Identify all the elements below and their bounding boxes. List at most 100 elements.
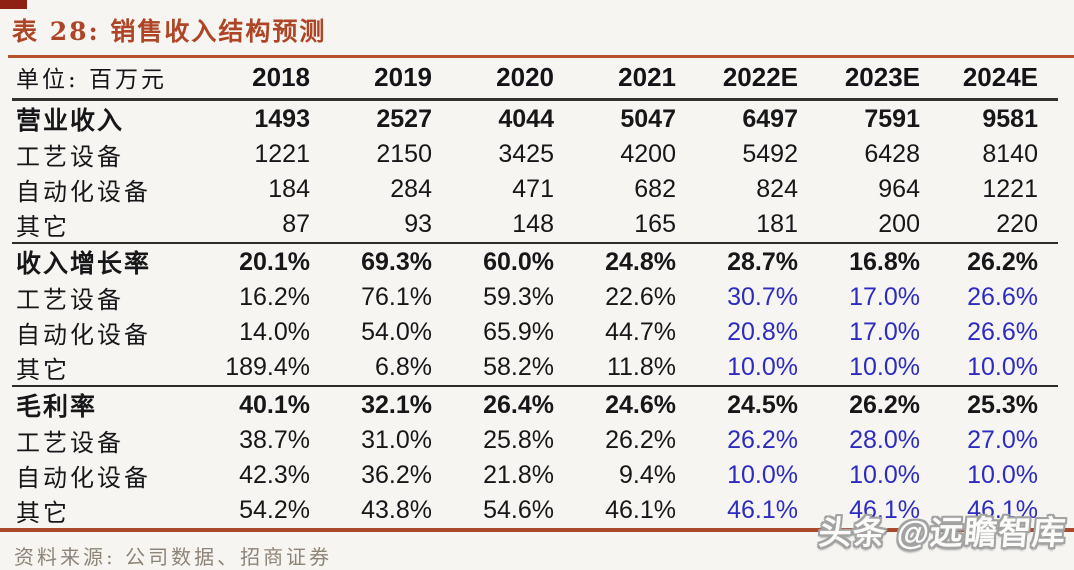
unit-label: 单位: 百万元: [12, 58, 188, 101]
cell-value: 28.0%: [849, 426, 920, 454]
forecast-table: 单位: 百万元 2018 2019 2020 2021 2022E 2023E 2024E …: [12, 58, 1058, 528]
cell-value: 44.7%: [605, 318, 676, 346]
row-label: 自动化设备: [16, 321, 151, 349]
cell-value: 5492: [742, 140, 798, 168]
cell-value: 5047: [554, 98, 676, 137]
cell-value: 36.2%: [361, 461, 432, 489]
cell-value: 69.3%: [310, 242, 432, 280]
year-column-header: 2023E: [798, 58, 920, 101]
cell-value: 46.1%: [849, 496, 920, 524]
cell-value: 220: [996, 210, 1038, 238]
cell-value: 20.8%: [727, 318, 798, 346]
cell-value: 46.1%: [727, 496, 798, 524]
cell-value: 26.6%: [967, 318, 1038, 346]
cell-value: 26.2%: [727, 426, 798, 454]
cell-value: 16.2%: [239, 283, 310, 311]
table-body: 营业收入 1493 2527 4044 5047 6497 7591 9581 工艺设备 1221…: [12, 98, 1058, 529]
cell-value: 26.2%: [605, 426, 676, 454]
year-column-header: 2024E: [920, 58, 1058, 101]
cell-value: 25.3%: [920, 385, 1058, 423]
cell-value: 11.8%: [606, 353, 676, 381]
cell-value: 28.7%: [676, 242, 798, 280]
section-header-row: 毛利率 40.1% 32.1% 26.4% 24.6% 24.5% 26.2% 25.3%: [12, 385, 1058, 423]
cell-value: 24.5%: [676, 385, 798, 423]
table-header-row: 单位: 百万元 2018 2019 2020 2021 2022E 2023E 2024E: [12, 58, 1058, 101]
watermark: 头条 @远瞻智库: [816, 514, 1068, 551]
cell-value: 6428: [864, 140, 920, 168]
row-label: 工艺设备: [16, 143, 124, 171]
cell-value: 10.0%: [849, 353, 920, 381]
title-rule: [8, 55, 1074, 58]
table-row: 其它 54.2% 43.8% 54.6% 46.1% 46.1% 46.1% 46.1%: [12, 493, 1058, 528]
cell-value: 43.8%: [361, 496, 432, 524]
cell-value: 10.0%: [967, 461, 1038, 489]
cell-value: 7591: [798, 98, 920, 137]
cell-value: 31.0%: [361, 426, 432, 454]
cell-value: 181: [756, 210, 798, 238]
cell-value: 22.6%: [605, 283, 676, 311]
cell-value: 14.0%: [239, 318, 310, 346]
cell-value: 46.1%: [967, 496, 1038, 524]
year-column-header: 2020: [432, 58, 554, 101]
cell-value: 26.2%: [920, 242, 1058, 280]
cell-value: 26.2%: [798, 385, 920, 423]
cell-value: 25.8%: [483, 426, 554, 454]
cell-value: 10.0%: [727, 461, 798, 489]
section-header-row: 营业收入 1493 2527 4044 5047 6497 7591 9581: [12, 98, 1058, 137]
cell-value: 10.0%: [727, 353, 798, 381]
cell-value: 60.0%: [432, 242, 554, 280]
year-column-header: 2019: [310, 58, 432, 101]
cell-value: 824: [756, 175, 798, 203]
cell-value: 9581: [920, 98, 1058, 137]
table-row: 自动化设备 42.3% 36.2% 21.8% 9.4% 10.0% 10.0% 10.0%: [12, 458, 1058, 493]
cell-value: 26.6%: [967, 283, 1038, 311]
row-label: 收入增长率: [12, 242, 188, 280]
cell-value: 200: [878, 210, 920, 238]
cell-value: 46.1%: [605, 496, 676, 524]
cell-value: 27.0%: [967, 426, 1038, 454]
cell-value: 20.1%: [188, 242, 310, 280]
table-row: 其它 189.4% 6.8% 58.2% 11.8% 10.0% 10.0% 10.0%: [12, 350, 1058, 386]
table-row: 工艺设备 1221 2150 3425 4200 5492 6428 8140: [12, 137, 1058, 172]
cell-value: 6.8%: [375, 353, 432, 381]
cell-value: 1221: [254, 140, 310, 168]
cell-value: 184: [268, 175, 310, 203]
cell-value: 24.6%: [554, 385, 676, 423]
year-column-header: 2022E: [676, 58, 798, 101]
cell-value: 54.2%: [239, 496, 310, 524]
table-row: 其它 87 93 148 165 181 200 220: [12, 207, 1058, 243]
table-title: 表 28: 销售收入结构预测: [12, 17, 327, 46]
row-label: 营业收入: [12, 98, 188, 137]
row-label: 毛利率: [12, 385, 188, 423]
cell-value: 93: [404, 210, 432, 238]
cell-value: 54.6%: [483, 496, 554, 524]
row-label: 自动化设备: [16, 178, 151, 206]
table-row: 工艺设备 38.7% 31.0% 25.8% 26.2% 26.2% 28.0% 27.0%: [12, 423, 1058, 458]
cell-value: 24.8%: [554, 242, 676, 280]
cell-value: 42.3%: [239, 461, 310, 489]
cell-value: 58.2%: [483, 353, 554, 381]
row-label: 自动化设备: [16, 464, 151, 492]
cell-value: 4200: [620, 140, 676, 168]
cell-value: 10.0%: [849, 461, 920, 489]
cell-value: 2150: [376, 140, 432, 168]
cell-value: 32.1%: [310, 385, 432, 423]
row-label: 其它: [16, 213, 70, 241]
year-column-header: 2021: [554, 58, 676, 101]
row-label: 工艺设备: [16, 286, 124, 314]
cell-value: 8140: [982, 140, 1038, 168]
section-header-row: 收入增长率 20.1% 69.3% 60.0% 24.8% 28.7% 16.8% 26.2%: [12, 242, 1058, 280]
table-row: 自动化设备 14.0% 54.0% 65.9% 44.7% 20.8% 17.0% 26.6%: [12, 315, 1058, 350]
cell-value: 26.4%: [432, 385, 554, 423]
row-label: 其它: [16, 499, 70, 527]
cell-value: 2527: [310, 98, 432, 137]
cell-value: 59.3%: [483, 283, 554, 311]
cell-value: 165: [634, 210, 676, 238]
cell-value: 87: [282, 210, 310, 238]
cell-value: 30.7%: [727, 283, 798, 311]
cell-value: 471: [512, 175, 554, 203]
cell-value: 10.0%: [967, 353, 1038, 381]
year-column-header: 2018: [188, 58, 310, 101]
row-label: 工艺设备: [16, 429, 124, 457]
